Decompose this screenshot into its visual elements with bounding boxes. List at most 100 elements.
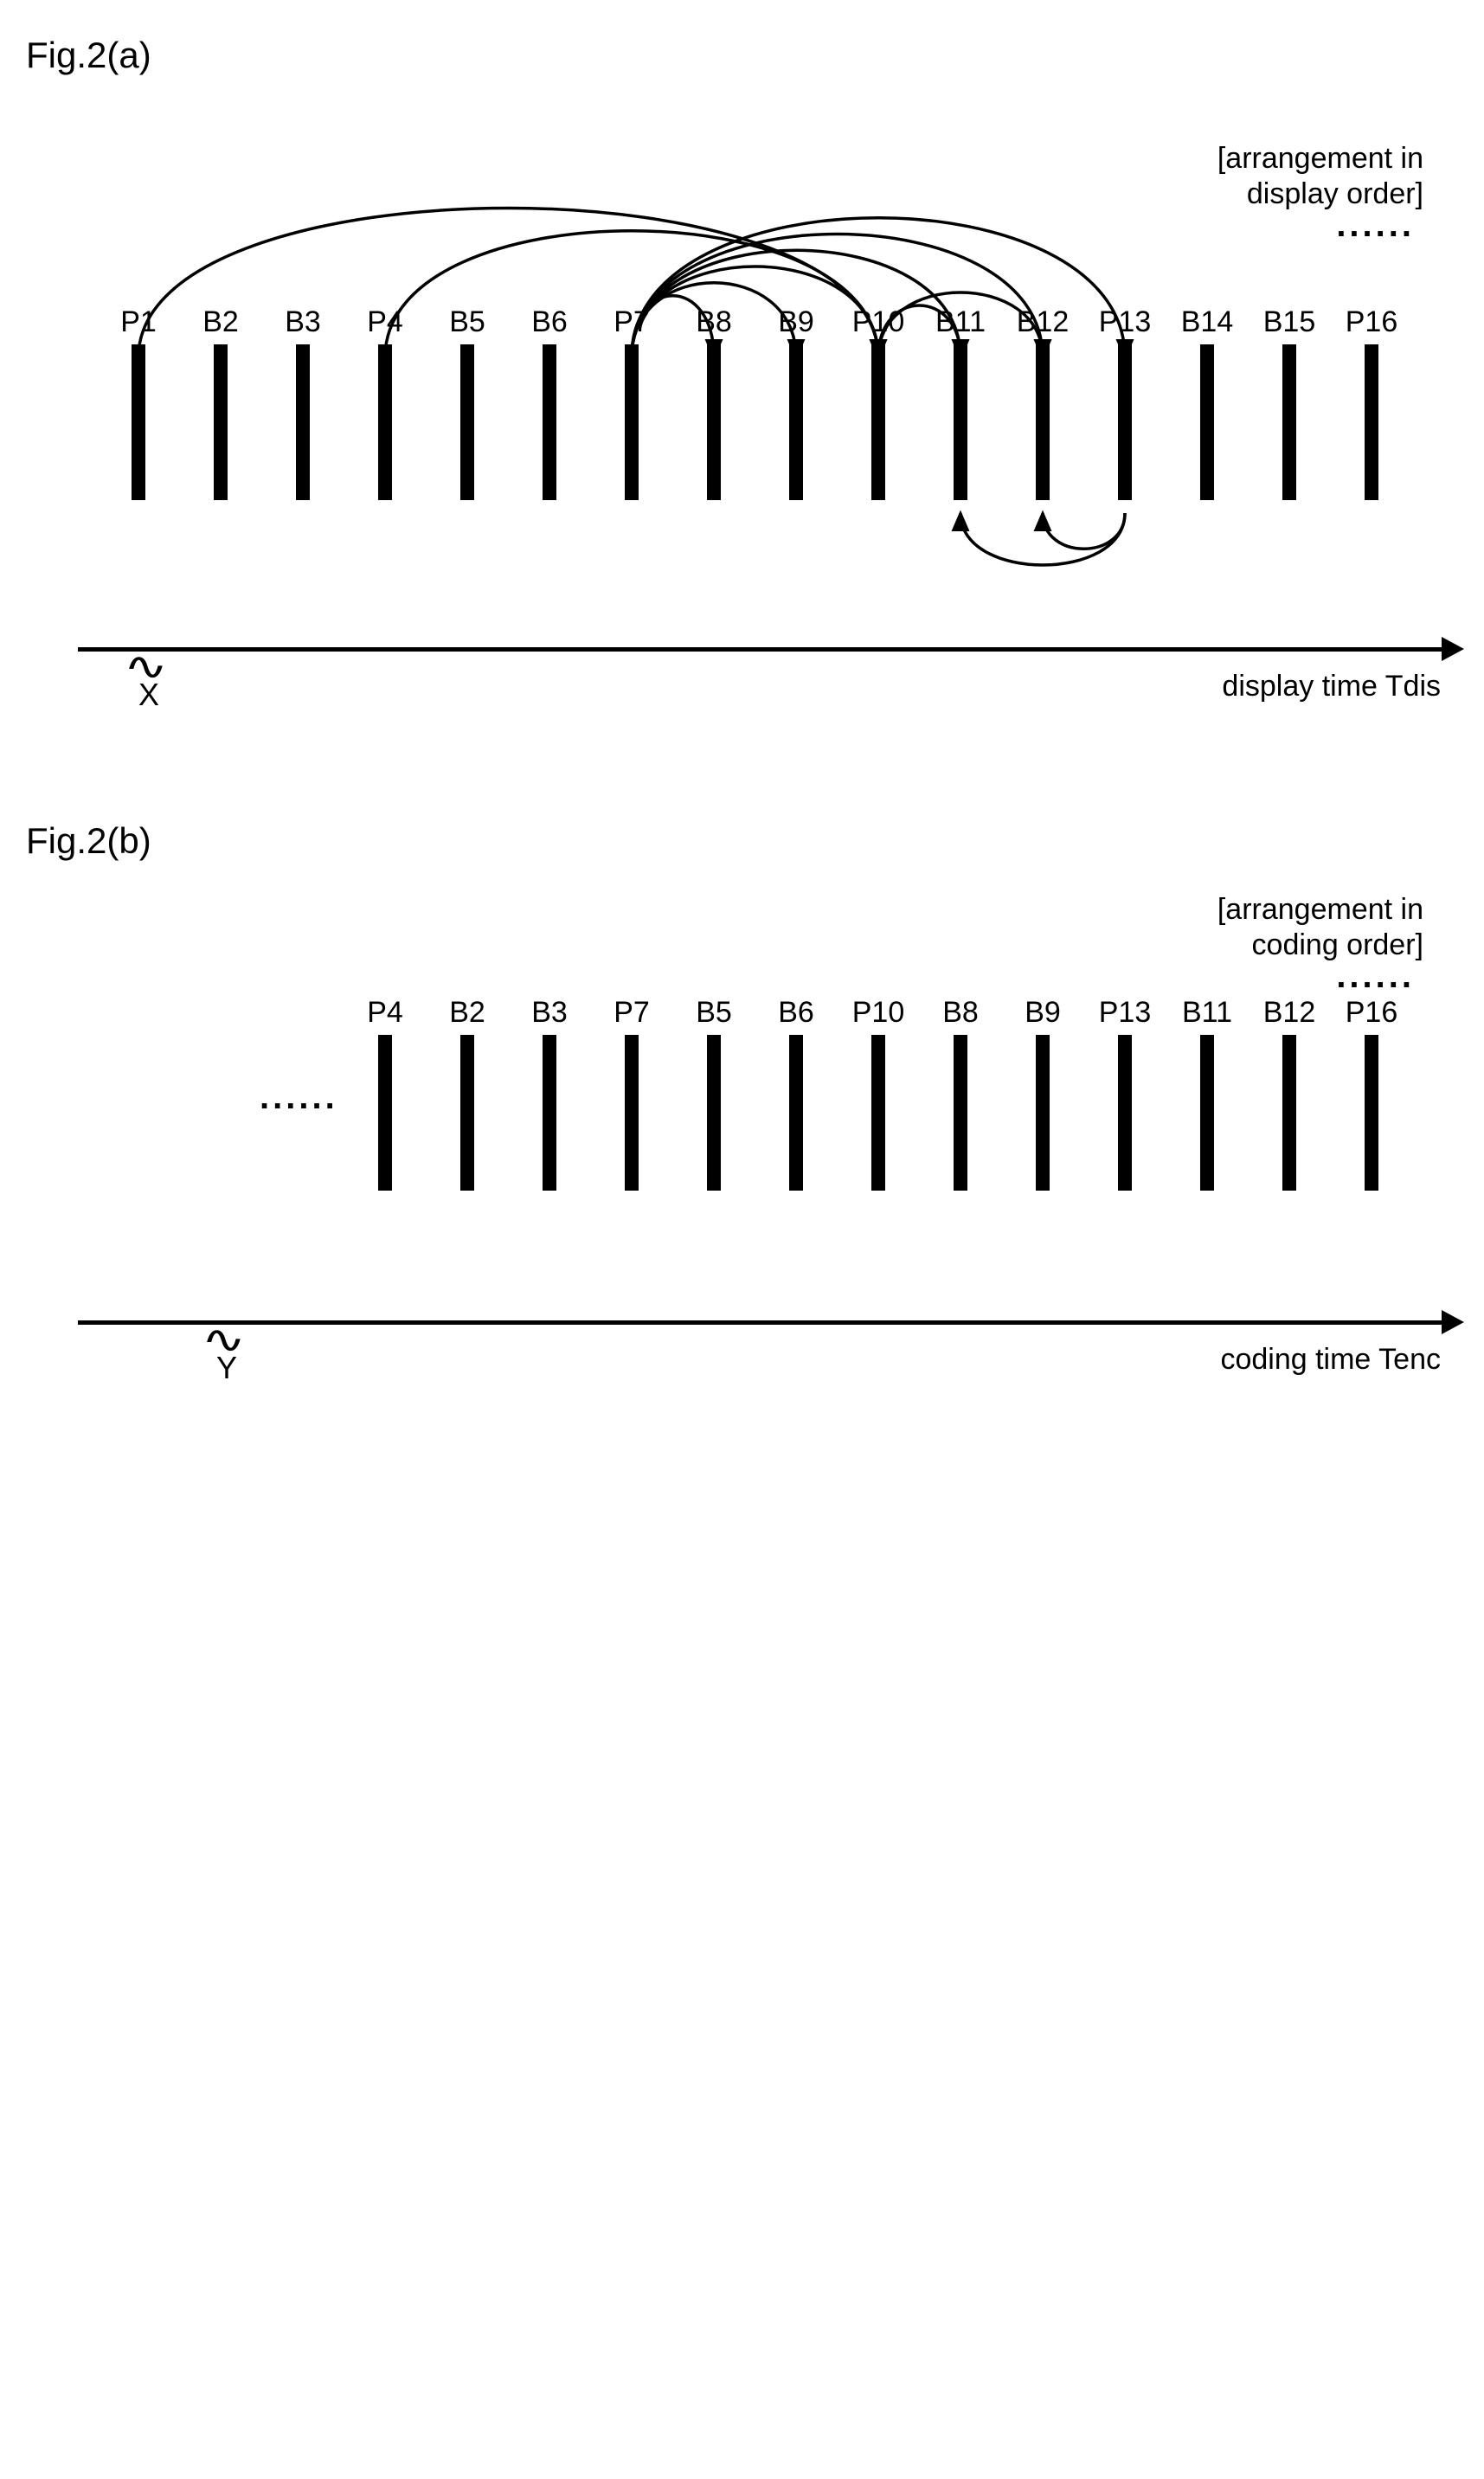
- bar-label: B6: [778, 996, 814, 1030]
- bar-rect: [1200, 1035, 1214, 1191]
- bar-rect: [707, 344, 721, 500]
- fig-b-bars: P4B2B3P7B5B6P10B8B9P13B11B12P16: [26, 1009, 1458, 1191]
- bar-p4: P4: [351, 996, 419, 1191]
- bar-b15: B15: [1256, 305, 1323, 500]
- bar-b11: B11: [1173, 996, 1241, 1191]
- bar-label: B9: [778, 305, 814, 339]
- bar-b8: B8: [680, 305, 748, 500]
- bar-rect: [378, 344, 392, 500]
- bar-p7: P7: [598, 996, 665, 1191]
- bar-b12: B12: [1256, 996, 1323, 1191]
- bar-label: B9: [1025, 996, 1061, 1030]
- bar-rect: [871, 1035, 885, 1191]
- bar-b11: B11: [927, 305, 994, 500]
- bar-rect: [1365, 1035, 1378, 1191]
- bar-label: B5: [696, 996, 732, 1030]
- bar-label: P4: [367, 996, 403, 1030]
- bar-label: P16: [1346, 305, 1398, 339]
- bar-label: B12: [1017, 305, 1070, 339]
- bar-rect: [1118, 344, 1132, 500]
- bar-rect: [707, 1035, 721, 1191]
- bar-p13: P13: [1091, 305, 1159, 500]
- bar-label: B11: [1182, 996, 1232, 1030]
- fig-b-axis-label: coding time Tenc: [1220, 1343, 1441, 1377]
- bar-label: B8: [696, 305, 732, 339]
- bar-rect: [1036, 344, 1050, 500]
- fig-a-axis-arrow-icon: [1442, 637, 1464, 661]
- bar-p16: P16: [1338, 305, 1405, 500]
- bar-rect: [789, 344, 803, 500]
- fig-a-bars: P1B2B3P4B5B6P7B8B9P10B11B12P13B14B15P16: [26, 318, 1458, 500]
- bar-label: B14: [1181, 305, 1234, 339]
- bar-label: P16: [1346, 996, 1398, 1030]
- bar-p1: P1: [105, 305, 172, 500]
- bar-label: B11: [935, 305, 986, 339]
- bar-b2: B2: [434, 996, 501, 1191]
- bar-rect: [954, 1035, 967, 1191]
- bar-p13: P13: [1091, 996, 1159, 1191]
- bar-b9: B9: [762, 305, 830, 500]
- bar-label: B6: [531, 305, 568, 339]
- bar-rect: [954, 344, 967, 500]
- bar-label: P1: [120, 305, 157, 339]
- bar-b14: B14: [1173, 305, 1241, 500]
- bar-b5: B5: [680, 996, 748, 1191]
- figure-b: Fig.2(b) [arrangement incoding order] ..…: [26, 820, 1458, 1433]
- bar-label: B8: [942, 996, 979, 1030]
- figure-a: Fig.2(a) [arrangement indisplay order] .…: [26, 35, 1458, 751]
- bar-label: B2: [202, 305, 239, 339]
- bar-rect: [214, 344, 228, 500]
- bar-p10: P10: [845, 996, 912, 1191]
- bar-rect: [1365, 344, 1378, 500]
- fig-b-axis-letter: Y: [216, 1350, 237, 1386]
- bar-rect: [378, 1035, 392, 1191]
- bar-b12: B12: [1009, 305, 1076, 500]
- bar-label: B12: [1263, 996, 1316, 1030]
- bar-rect: [789, 1035, 803, 1191]
- bar-rect: [1200, 344, 1214, 500]
- fig-b-chart: [arrangement incoding order] ...... ....…: [26, 879, 1458, 1433]
- bar-b6: B6: [516, 305, 583, 500]
- fig-b-caption: [arrangement incoding order]: [1217, 892, 1423, 963]
- bar-rect: [871, 344, 885, 500]
- bar-label: P7: [614, 996, 650, 1030]
- bar-rect: [1036, 1035, 1050, 1191]
- bar-label: P10: [852, 996, 905, 1030]
- bar-label: P13: [1099, 305, 1152, 339]
- bar-b5: B5: [434, 305, 501, 500]
- bar-rect: [1282, 1035, 1296, 1191]
- bar-rect: [1282, 344, 1296, 500]
- bar-label: P4: [367, 305, 403, 339]
- bar-b8: B8: [927, 996, 994, 1191]
- bar-b2: B2: [187, 305, 254, 500]
- bar-label: B3: [531, 996, 568, 1030]
- bar-rect: [625, 1035, 639, 1191]
- fig-a-axis-letter: X: [138, 677, 159, 713]
- fig-b-axis: [78, 1320, 1445, 1325]
- fig-a-label: Fig.2(a): [26, 35, 1458, 76]
- bar-rect: [1118, 1035, 1132, 1191]
- bar-label: B3: [285, 305, 321, 339]
- bar-label: B15: [1263, 305, 1316, 339]
- bar-p7: P7: [598, 305, 665, 500]
- fig-a-axis-label: display time Tdis: [1222, 670, 1441, 703]
- bar-rect: [296, 344, 310, 500]
- bar-rect: [132, 344, 145, 500]
- fig-a-axis: [78, 647, 1445, 652]
- bar-label: B2: [449, 996, 485, 1030]
- bar-p10: P10: [845, 305, 912, 500]
- bar-p16: P16: [1338, 996, 1405, 1191]
- bar-p4: P4: [351, 305, 419, 500]
- fig-a-chart: [arrangement indisplay order] ...... P1B…: [26, 93, 1458, 751]
- fig-b-ellipsis-right: ......: [1336, 957, 1415, 996]
- bar-rect: [460, 344, 474, 500]
- bar-b9: B9: [1009, 996, 1076, 1191]
- fig-a-caption: [arrangement indisplay order]: [1217, 141, 1423, 212]
- bar-label: P13: [1099, 996, 1152, 1030]
- bar-b3: B3: [269, 305, 337, 500]
- fig-b-label: Fig.2(b): [26, 820, 1458, 862]
- bar-b6: B6: [762, 996, 830, 1191]
- bar-rect: [543, 344, 556, 500]
- bar-label: P7: [614, 305, 650, 339]
- bar-b3: B3: [516, 996, 583, 1191]
